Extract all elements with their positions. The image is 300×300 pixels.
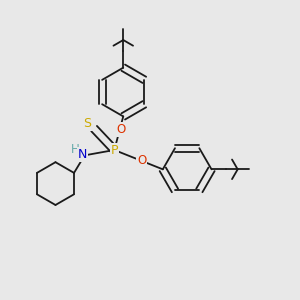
Text: P: P [111,143,118,157]
Text: O: O [137,154,146,167]
Text: N: N [77,148,87,161]
Text: H: H [71,143,80,156]
Text: O: O [116,123,126,136]
Text: S: S [84,117,92,130]
